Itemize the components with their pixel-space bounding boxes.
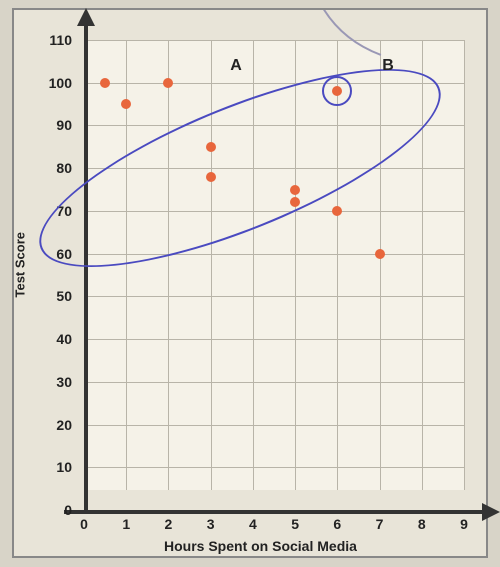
y-axis-title: Test Score [13, 232, 28, 298]
grid-line-h [84, 211, 464, 212]
data-point [290, 185, 300, 195]
x-tick-label: 6 [327, 516, 347, 532]
y-tick-label: 40 [32, 331, 72, 347]
y-tick-label: 30 [32, 374, 72, 390]
y-tick-label: 60 [32, 246, 72, 262]
grid-line-h [84, 296, 464, 297]
data-point [100, 78, 110, 88]
annotation-b: B [382, 57, 394, 75]
grid-line-h [84, 382, 464, 383]
y-tick-label: 20 [32, 417, 72, 433]
y-tick-label: 110 [32, 32, 72, 48]
plot-area [84, 40, 464, 490]
x-tick-label: 5 [285, 516, 305, 532]
grid-line-v [253, 40, 254, 490]
x-tick-label: 3 [201, 516, 221, 532]
x-axis [64, 510, 484, 514]
data-point [163, 78, 173, 88]
x-axis-title: Hours Spent on Social Media [164, 538, 357, 554]
y-tick-label: 90 [32, 117, 72, 133]
x-tick-label: 4 [243, 516, 263, 532]
grid-line-v [211, 40, 212, 490]
data-point [121, 99, 131, 109]
x-tick-label: 7 [370, 516, 390, 532]
y-axis [84, 18, 88, 510]
grid-line-h [84, 254, 464, 255]
y-tick-label: 50 [32, 288, 72, 304]
data-point [375, 249, 385, 259]
data-point [290, 197, 300, 207]
data-point [332, 86, 342, 96]
grid-line-v [422, 40, 423, 490]
annotation-a: A [230, 57, 242, 75]
y-axis-arrow [77, 8, 95, 26]
data-point [206, 172, 216, 182]
grid-line-h [84, 83, 464, 84]
y-tick-label: 10 [32, 459, 72, 475]
grid-line-h [84, 40, 464, 41]
grid-line-h [84, 467, 464, 468]
y-tick-label: 0 [32, 502, 72, 518]
grid-line-v [464, 40, 465, 490]
y-tick-label: 100 [32, 75, 72, 91]
grid-line-h [84, 125, 464, 126]
data-point [206, 142, 216, 152]
grid-line-h [84, 168, 464, 169]
x-axis-arrow [482, 503, 500, 521]
data-point [332, 206, 342, 216]
x-tick-label: 8 [412, 516, 432, 532]
chart-frame: 0 10 20 30 40 50 60 70 80 90 100 110 0 1 2 3 4 5 6 7 8 9 Tes… [12, 8, 488, 558]
grid-line-h [84, 339, 464, 340]
x-tick-label: 0 [74, 516, 94, 532]
grid-line-v [380, 40, 381, 490]
y-tick-label: 80 [32, 160, 72, 176]
x-tick-label: 2 [158, 516, 178, 532]
x-tick-label: 1 [116, 516, 136, 532]
grid-line-v [337, 40, 338, 490]
grid-line-h [84, 425, 464, 426]
x-tick-label: 9 [454, 516, 474, 532]
y-tick-label: 70 [32, 203, 72, 219]
grid-line-v [168, 40, 169, 490]
grid-line-v [295, 40, 296, 490]
